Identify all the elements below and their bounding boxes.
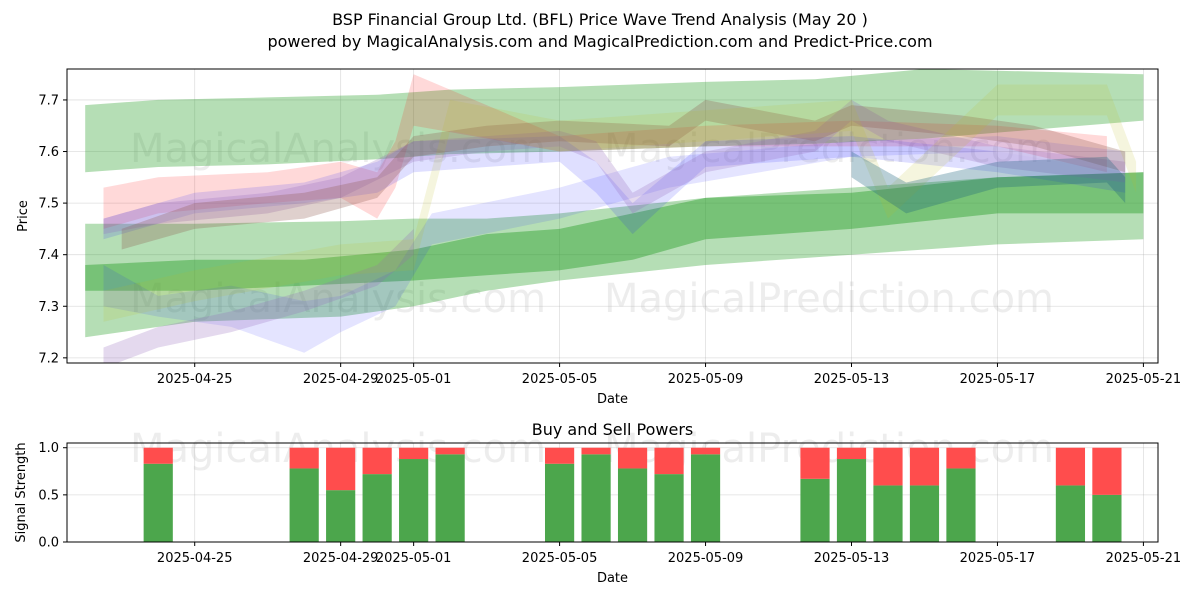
chart-title: BSP Financial Group Ltd. (BFL) Price Wav… [332,10,868,29]
sell-bar [143,447,173,464]
buy-bar [909,485,940,542]
wave-bands [85,69,1144,363]
watermark-text: MagicalPrediction.com [604,126,1054,172]
x-tick-label: 2025-05-05 [522,551,598,566]
buy-bar [326,490,356,542]
wave-band-purple-snake [103,99,1126,235]
sell-bar [435,447,465,455]
x-tick-label: 2025-05-05 [522,372,598,387]
sell-bar [690,447,721,455]
watermark-text: MagicalPrediction.com [604,276,1054,322]
y-tick-label: 1.0 [38,441,59,456]
sell-bar [544,447,575,464]
sell-bar [909,447,940,486]
x-axis-label: Date [597,571,628,586]
x-tick-label: 2025-05-09 [668,551,744,566]
buy-bar [946,468,976,542]
y-tick-label: 0.5 [38,488,59,503]
x-tick-label: 2025-05-09 [668,372,744,387]
wave-band-purple-low [103,228,414,363]
buy-bar [362,474,392,542]
y-tick-label: 7.4 [38,248,59,263]
sell-bar [1092,447,1122,495]
buy-bar [435,454,465,542]
buy-bar [1055,485,1086,542]
y-tick-label: 7.2 [38,351,59,366]
x-tick-label: 2025-05-13 [814,551,890,566]
chart-subtitle: powered by MagicalAnalysis.com and Magic… [267,32,932,51]
x-tick-label: 2025-05-01 [376,551,452,566]
wave-band-green-mid-band [85,172,1144,291]
y-axis-label: Price [16,200,31,232]
watermark-text: MagicalAnalysis.com [130,126,546,172]
buy-bar [581,454,611,542]
wave-band-olive-swing [103,84,1137,322]
y-tick-label: 7.7 [38,93,59,108]
y-tick-label: 0.0 [38,536,59,551]
sell-bar [873,447,903,486]
y-tick-label: 7.5 [38,197,59,212]
buy-bar [1092,494,1122,542]
sell-bar [836,447,867,460]
x-tick-label: 2025-05-21 [1106,372,1182,387]
buy-bar [143,463,173,542]
x-tick-label: 2025-05-13 [814,372,890,387]
x-tick-label: 2025-05-17 [960,551,1036,566]
wave-band-teal-right [851,151,1126,214]
x-tick-label: 2025-04-25 [157,372,233,387]
y-tick-label: 7.6 [38,145,59,160]
x-tick-label: 2025-05-17 [960,372,1036,387]
x-tick-label: 2025-04-25 [157,551,233,566]
sell-bar [326,447,356,491]
x-tick-label: 2025-04-29 [303,372,379,387]
sell-bar [399,447,429,460]
buy-bar [617,468,648,542]
wave-band-green-wide-top [85,69,1144,173]
buy-bar [690,454,721,542]
sell-bar [617,447,648,469]
wave-band-red-rising [103,74,1107,229]
x-axis-label: Date [597,392,628,407]
x-tick-label: 2025-05-21 [1106,551,1182,566]
buy-bar [836,459,867,542]
watermark-text: MagicalAnalysis.com [130,276,546,322]
wave-band-blue-wave [103,136,1126,353]
x-tick-label: 2025-04-29 [303,551,379,566]
buy-bar [399,459,429,542]
wave-band-brown-trend [121,99,1126,250]
buy-bar [544,463,575,542]
buy-bar [873,485,903,542]
sell-bar [800,447,830,479]
y-axis-label: Signal Strength [14,442,29,542]
wave-band-green-low-band [85,172,1144,338]
sell-bar [362,447,392,475]
sell-bar [289,447,319,469]
sell-bar [1055,447,1086,486]
sell-bar [581,447,611,455]
buy-bar [289,468,319,542]
buy-bar [654,474,684,542]
x-tick-label: 2025-05-01 [376,372,452,387]
power-chart-title: Buy and Sell Powers [532,420,694,439]
buy-bar [800,478,830,542]
sell-bar [946,447,976,469]
sell-bar [654,447,684,475]
price-axes-frame [66,68,1159,364]
y-tick-label: 7.3 [38,300,59,315]
power-axes-frame [66,442,1159,543]
wave-band-blue-upper-wave [103,136,1126,240]
